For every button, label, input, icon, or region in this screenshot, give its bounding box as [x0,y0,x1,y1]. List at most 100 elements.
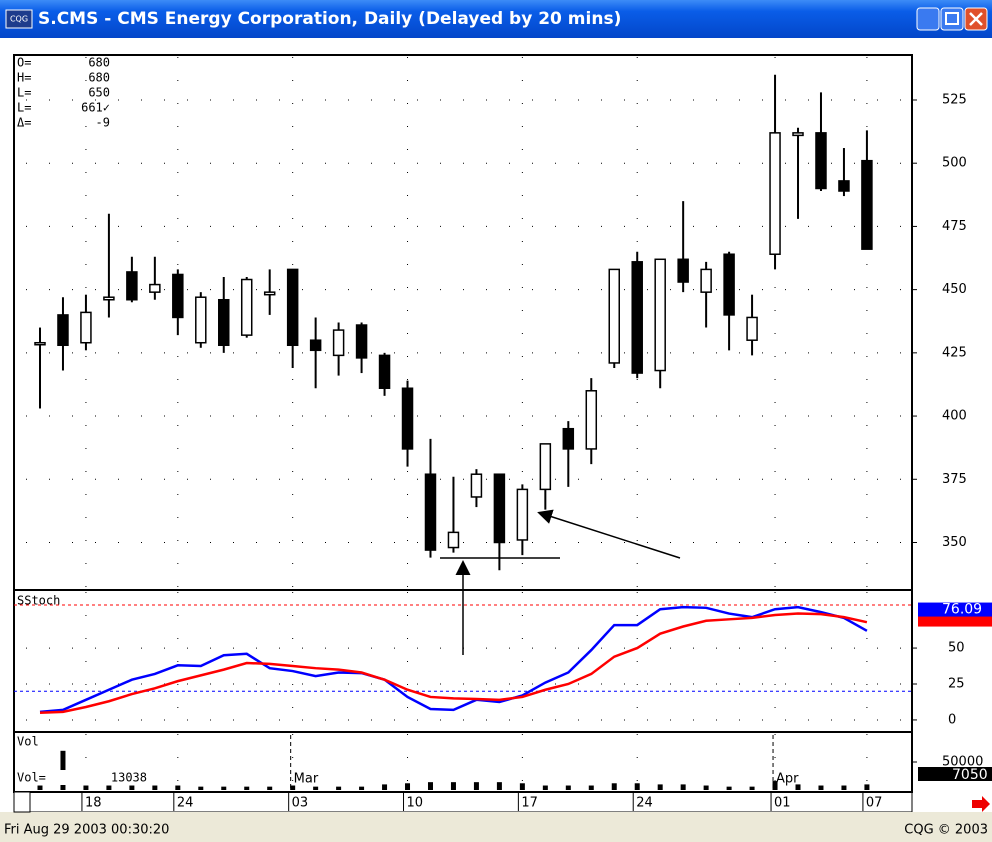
x-tick-label: 24 [177,796,194,811]
y-tick-label: 475 [942,219,967,234]
y-tick-label: 50 [948,641,965,656]
readout-label: Δ= [17,116,31,130]
x-tick-label: 18 [85,796,102,811]
y-tick-label: 375 [942,472,967,487]
candle-body [218,298,230,347]
window-title: S.CMS - CMS Energy Corporation, Daily (D… [38,9,621,29]
volume-bar [313,786,319,790]
candle-body [240,278,253,336]
y-tick-label: 450 [942,282,967,297]
candle-body [378,354,391,389]
y-tick-label: 50000 [942,755,983,770]
volume-bar [244,786,250,790]
arrow [537,509,681,559]
volume-bar [382,784,388,790]
current-label: Vol= [17,771,46,785]
candle-body [126,271,138,301]
volume-bar [496,782,502,790]
minimize-button[interactable] [916,7,940,31]
candle-body [608,268,620,364]
candle-body [631,261,643,374]
scroll-right[interactable] [972,796,990,812]
candle-body [424,473,437,551]
volume-bar [680,784,686,790]
stoch-line [39,612,868,714]
status-copyright: CQG © 2003 [904,823,988,838]
panel-title: SStoch [17,594,60,608]
x-tick-label: 01 [774,796,791,811]
status-date: Fri Aug 29 2003 00:30:20 [4,823,169,838]
status-bar [0,812,992,842]
candle-body [263,291,276,296]
volume-bar [795,784,801,790]
x-tick-label: 17 [521,796,538,811]
x-tick-label: 07 [866,796,883,811]
readout-label: L= [17,86,31,100]
volume-bar [290,785,296,790]
y-tick-label: 500 [942,156,967,171]
y-tick-label: 0 [948,712,956,727]
app-icon [5,9,33,29]
volume-bar [588,785,594,790]
y-tick-label: 425 [942,345,967,360]
volume-bar [267,786,273,790]
volume-bar [106,785,112,790]
readout-value: 650 [88,86,110,100]
candle-body [723,253,735,316]
y-tick-label: 350 [942,535,967,550]
volume-bar [450,782,456,790]
value-box [918,602,992,617]
volume-bar [818,785,824,790]
value-box [918,767,992,781]
month-label: Apr [776,772,799,787]
candle-body [286,268,299,347]
close-icon [969,12,983,26]
maximize-button[interactable] [940,7,964,31]
candle-body [309,339,322,352]
value-box [918,614,992,627]
volume-bar [726,786,732,790]
y-tick-label: 525 [942,92,967,107]
candle-body [585,390,598,450]
candle-body [195,296,207,344]
candle-body [493,473,506,544]
candle-body [654,258,666,372]
volume-bar [611,783,617,790]
candle-body [746,316,758,341]
candle-body [838,180,850,192]
volume-bar [198,786,204,790]
app-icon-text: CQG [10,15,28,24]
candle-body [57,314,69,347]
candle-body [562,427,575,450]
candle-body [103,296,115,301]
volume-bar [473,782,479,790]
volume-bar [634,783,640,790]
volume-bar [864,784,870,790]
x-tick-label: 03 [292,796,309,811]
candle-body [172,273,184,319]
volume-bar [657,784,663,790]
scroll-handle[interactable] [13,791,31,813]
candle-body [539,443,552,491]
candle-body [769,132,781,255]
stoch-line [39,605,868,714]
y-tick-label: 400 [942,409,967,424]
readout-value: 680 [88,56,110,70]
current-value: 76.09 [942,602,982,618]
candle-body [332,329,345,357]
volume-bar [749,786,755,790]
y-tick-label: 25 [948,677,965,692]
last-value: 7050 [952,767,988,783]
candle-body [861,159,873,250]
readout-label: O= [17,56,31,70]
readout-label: L= [17,101,31,115]
candle-body [470,473,483,498]
readout-value: -9 [96,116,110,130]
volume-bar [129,785,135,790]
candle-body [80,311,92,344]
volume-bar [519,783,525,790]
volume-bar [221,786,227,790]
volume-bar [175,785,181,790]
